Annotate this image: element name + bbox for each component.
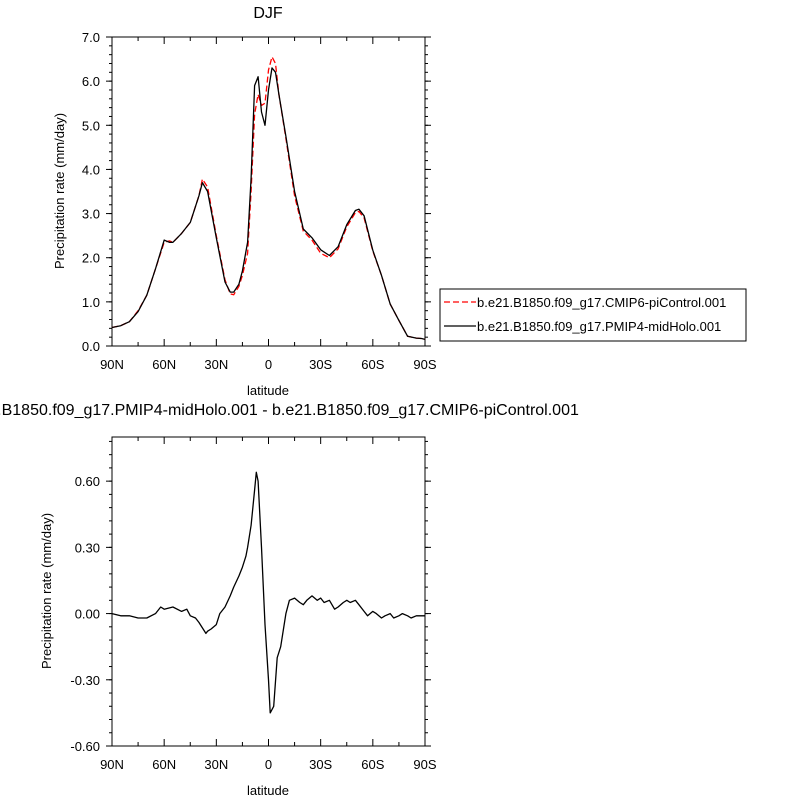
x-tick-label: 60S bbox=[361, 757, 384, 772]
djf-precipitation-panel: DJF 0.0 1.0 2.0 3.0 4.0 5.0 6.0 7.0 90N 60N 30N 0 3… bbox=[52, 5, 747, 398]
top-plot-frame bbox=[111, 36, 426, 347]
legend-label-picontrol: b.e21.B1850.f09_g17.CMIP6-piControl.001 bbox=[477, 295, 726, 310]
bottom-series-lines bbox=[111, 471, 425, 714]
top-y-tick-labels: 0.0 1.0 2.0 3.0 4.0 5.0 6.0 7.0 bbox=[82, 30, 100, 354]
y-tick-label: 6.0 bbox=[82, 74, 100, 89]
x-tick-label: 30S bbox=[309, 357, 332, 372]
legend: b.e21.B1850.f09_g17.CMIP6-piControl.001 … bbox=[439, 288, 747, 342]
x-tick-label: 90N bbox=[100, 757, 124, 772]
y-tick-label: 0.00 bbox=[75, 607, 100, 622]
legend-label-midholo: b.e21.B1850.f09_g17.PMIP4-midHolo.001 bbox=[477, 319, 721, 334]
x-tick-label: 30N bbox=[204, 757, 228, 772]
top-x-tick-labels: 90N 60N 30N 0 30S 60S 90S bbox=[100, 357, 437, 372]
x-tick-label: 60S bbox=[361, 357, 384, 372]
y-tick-label: 2.0 bbox=[82, 251, 100, 266]
top-chart-title: DJF bbox=[253, 5, 283, 22]
bottom-y-axis-label: Precipitation rate (mm/day) bbox=[39, 513, 54, 669]
difference-panel: b.e21.B1850.f09_g17.PMIP4-midHolo.001 - … bbox=[0, 402, 579, 798]
y-tick-label: 7.0 bbox=[82, 30, 100, 45]
top-series-lines bbox=[111, 56, 426, 341]
y-tick-label: -0.30 bbox=[70, 673, 100, 688]
x-tick-label: 30N bbox=[204, 357, 228, 372]
bottom-x-tick-labels: 90N 60N 30N 0 30S 60S 90S bbox=[100, 757, 437, 772]
y-tick-label: 3.0 bbox=[82, 207, 100, 222]
legend-box bbox=[439, 288, 747, 342]
top-x-axis-label: latitude bbox=[247, 383, 289, 398]
y-tick-label: 5.0 bbox=[82, 118, 100, 133]
x-tick-label: 0 bbox=[265, 757, 272, 772]
x-tick-label: 90N bbox=[100, 357, 124, 372]
series-line-top-1 bbox=[111, 67, 426, 341]
series-line-top-0 bbox=[111, 56, 426, 341]
x-tick-label: 0 bbox=[265, 357, 272, 372]
bottom-axis-ticks bbox=[106, 437, 431, 747]
top-axis-ticks bbox=[106, 36, 431, 347]
y-tick-label: 4.0 bbox=[82, 162, 100, 177]
x-tick-label: 90S bbox=[413, 357, 436, 372]
y-tick-label: 0.0 bbox=[82, 339, 100, 354]
x-tick-label: 30S bbox=[309, 757, 332, 772]
y-tick-label: 1.0 bbox=[82, 295, 100, 310]
series-line-bottom-0 bbox=[111, 471, 425, 714]
y-tick-label: -0.60 bbox=[70, 739, 100, 754]
y-tick-label: 0.30 bbox=[75, 540, 100, 555]
y-tick-label: 0.60 bbox=[75, 474, 100, 489]
x-tick-label: 90S bbox=[413, 757, 436, 772]
x-tick-label: 60N bbox=[152, 357, 176, 372]
bottom-plot-frame bbox=[111, 436, 426, 747]
top-y-axis-label: Precipitation rate (mm/day) bbox=[52, 113, 67, 269]
x-tick-label: 60N bbox=[152, 757, 176, 772]
bottom-x-axis-label: latitude bbox=[247, 783, 289, 798]
bottom-y-tick-labels: -0.60 -0.30 0.00 0.30 0.60 bbox=[70, 474, 100, 754]
bottom-chart-title: b.e21.B1850.f09_g17.PMIP4-midHolo.001 - … bbox=[0, 402, 579, 419]
